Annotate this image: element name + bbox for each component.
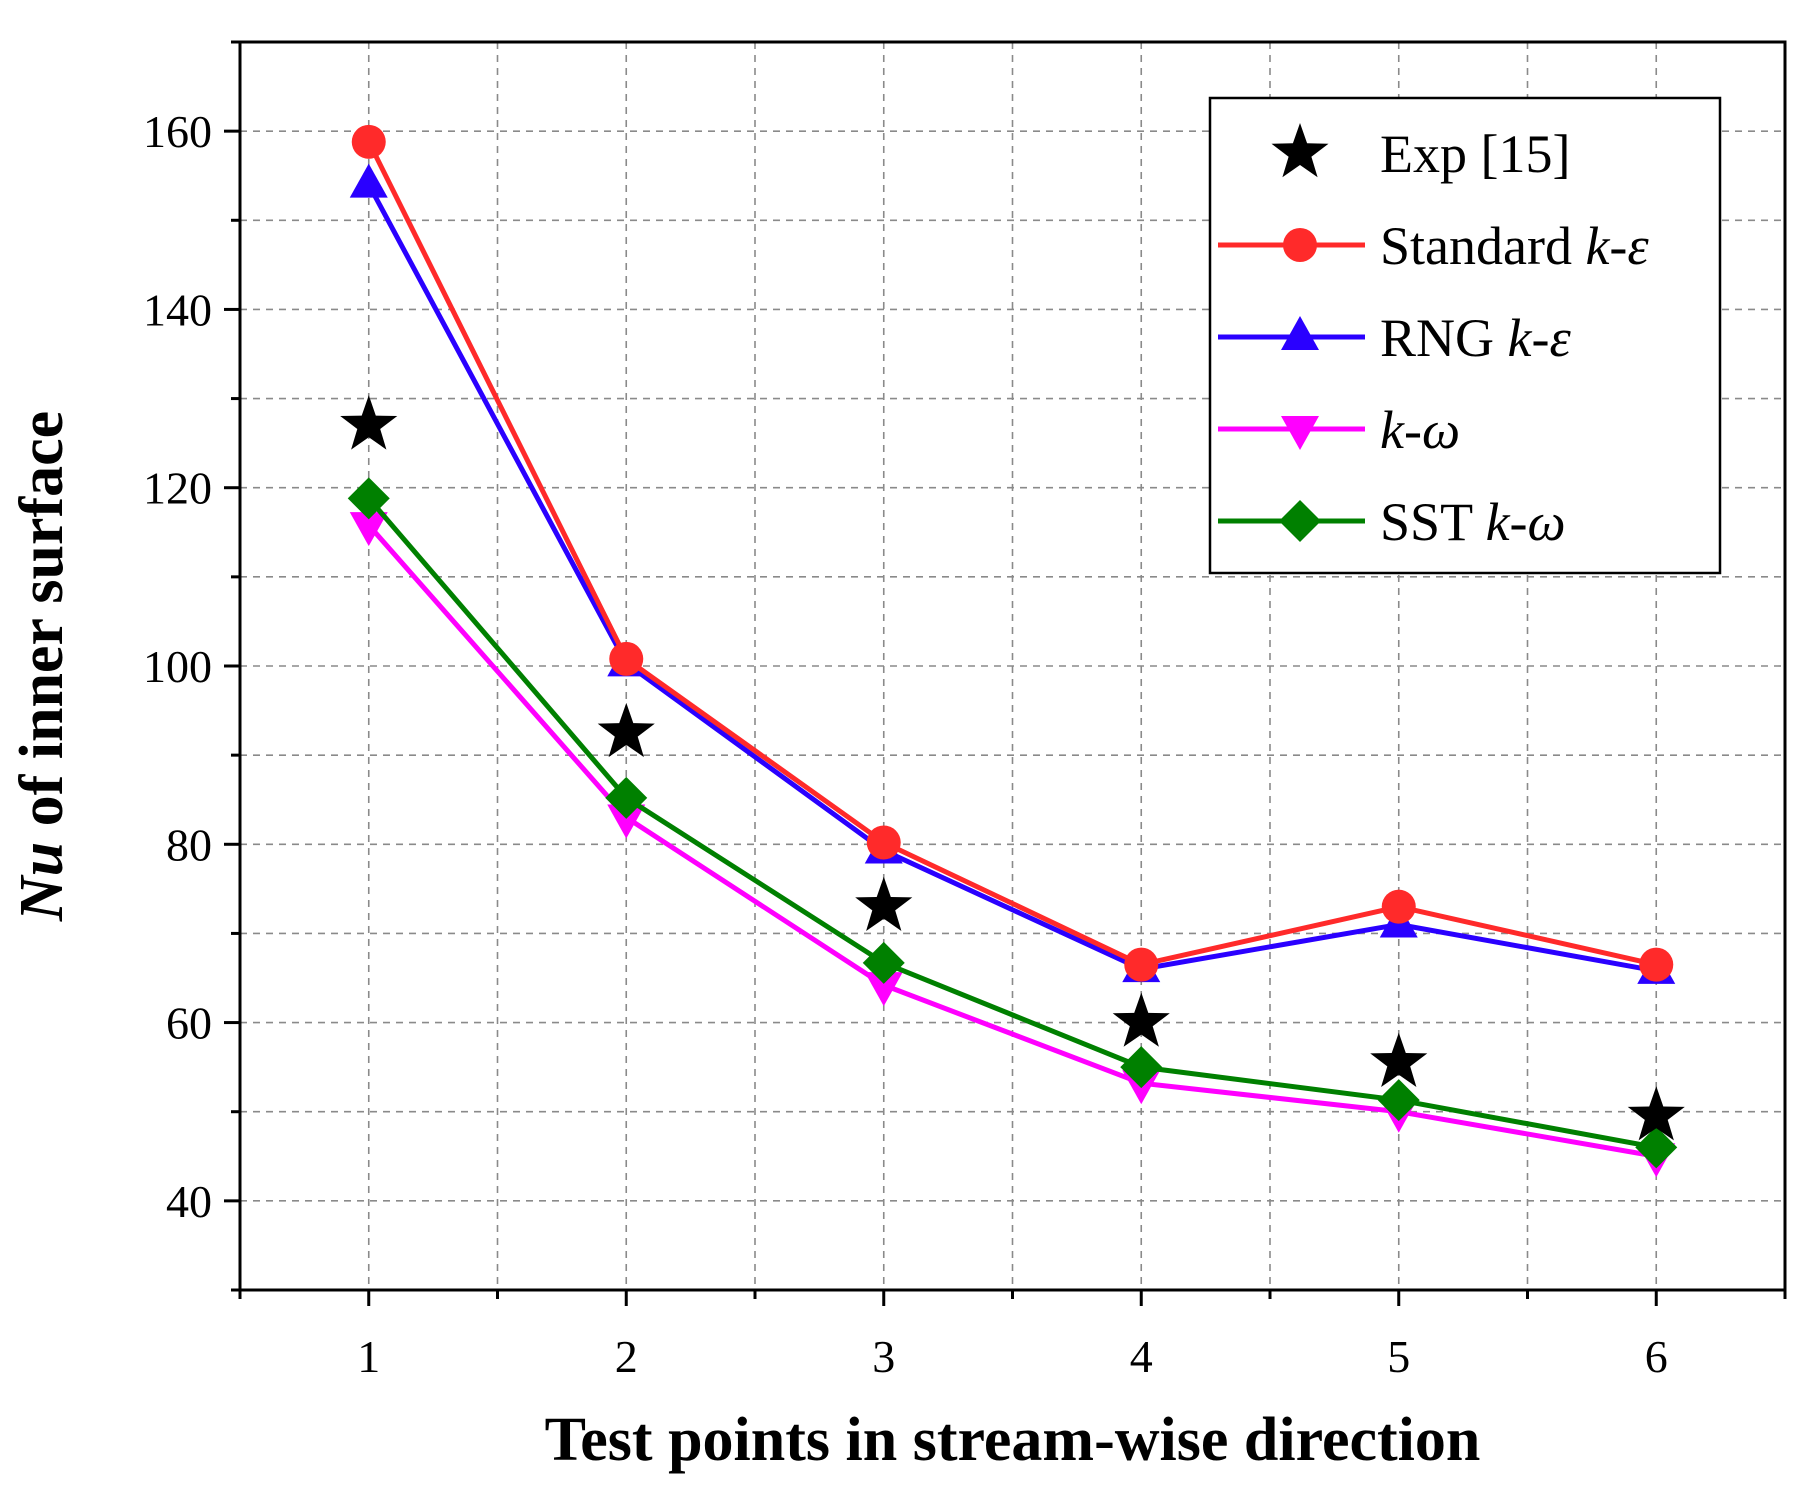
series-line — [366, 523, 1657, 1159]
y-axis-title-italic: Nu — [8, 842, 76, 922]
x-tick-label: 4 — [1130, 1331, 1153, 1382]
series-line — [366, 496, 1657, 1150]
data-point — [855, 876, 913, 931]
legend-item: Exp [15] — [1271, 123, 1570, 184]
x-tick-label: 5 — [1387, 1331, 1410, 1382]
y-tick-label: 140 — [143, 284, 212, 335]
data-point — [1112, 992, 1170, 1047]
y-axis-title-rest: of inner surface — [8, 411, 76, 842]
data-point — [349, 512, 388, 547]
legend-marker — [1281, 416, 1319, 450]
legend-marker — [1281, 316, 1319, 350]
legend-label-italic: k-ω — [1380, 400, 1460, 460]
legend-item: SST k-ω — [1218, 492, 1566, 552]
legend-marker — [1279, 500, 1321, 542]
series-line — [366, 183, 1657, 974]
data-point — [609, 641, 644, 676]
legend-label: RNG k-ε — [1380, 308, 1571, 368]
x-tick-label: 2 — [615, 1331, 638, 1382]
data-point — [1627, 1086, 1685, 1141]
legend-item: Standard k-ε — [1218, 216, 1649, 276]
data-point — [864, 972, 903, 1007]
series-layer — [340, 124, 1685, 1178]
x-tick-label: 6 — [1645, 1331, 1668, 1382]
legend-label: SST k-ω — [1380, 492, 1566, 552]
data-point — [1124, 947, 1159, 982]
series-1 — [351, 124, 1674, 982]
data-point — [351, 124, 386, 159]
y-tick-label: 60 — [166, 998, 212, 1049]
data-point — [607, 804, 646, 839]
data-point — [1377, 1079, 1420, 1122]
data-point — [862, 941, 905, 984]
legend-label: Standard k-ε — [1380, 216, 1649, 276]
data-point — [1120, 1046, 1163, 1089]
legend-label-italic: k-ε — [1585, 216, 1649, 276]
data-point — [866, 825, 901, 860]
data-point — [1381, 889, 1416, 924]
series-0 — [340, 395, 1685, 1141]
x-tick-label: 1 — [357, 1331, 380, 1382]
data-point — [340, 395, 398, 450]
legend-label-plain: Standard — [1380, 216, 1585, 276]
series-line — [366, 140, 1657, 968]
data-point — [597, 702, 655, 758]
data-point — [605, 776, 648, 819]
y-tick-label: 80 — [166, 819, 212, 870]
legend-label-italic: k-ω — [1486, 492, 1566, 552]
data-point — [347, 477, 390, 520]
data-point — [1639, 947, 1674, 982]
legend-label-italic: k-ε — [1508, 308, 1572, 368]
legend-label: Exp [15] — [1380, 124, 1570, 184]
legend-marker — [1283, 228, 1317, 262]
legend-marker — [1271, 123, 1329, 178]
y-tick-label: 120 — [143, 463, 212, 514]
axis-ticks: 40 60 80 100 120 140 160 1 2 3 4 5 6 — [143, 40, 1787, 1382]
series-4 — [347, 477, 1678, 1169]
x-tick-label: 3 — [872, 1331, 895, 1382]
y-tick-label: 100 — [143, 641, 212, 692]
data-point — [349, 163, 388, 198]
legend-item: RNG k-ε — [1218, 308, 1571, 368]
y-tick-label: 160 — [143, 106, 212, 157]
y-axis-title: Nu of inner surface — [8, 411, 76, 922]
legend-label: k-ω — [1380, 400, 1460, 460]
y-tick-label: 40 — [166, 1176, 212, 1227]
legend-label-plain: Exp [15] — [1380, 124, 1570, 184]
legend-item: k-ω — [1218, 400, 1460, 460]
x-axis-title: Test points in stream-wise direction — [545, 1406, 1481, 1474]
data-point — [1635, 1126, 1678, 1169]
data-point — [1370, 1032, 1428, 1087]
legend-label-plain: RNG — [1380, 308, 1508, 368]
legend-label-plain: SST — [1380, 492, 1486, 552]
